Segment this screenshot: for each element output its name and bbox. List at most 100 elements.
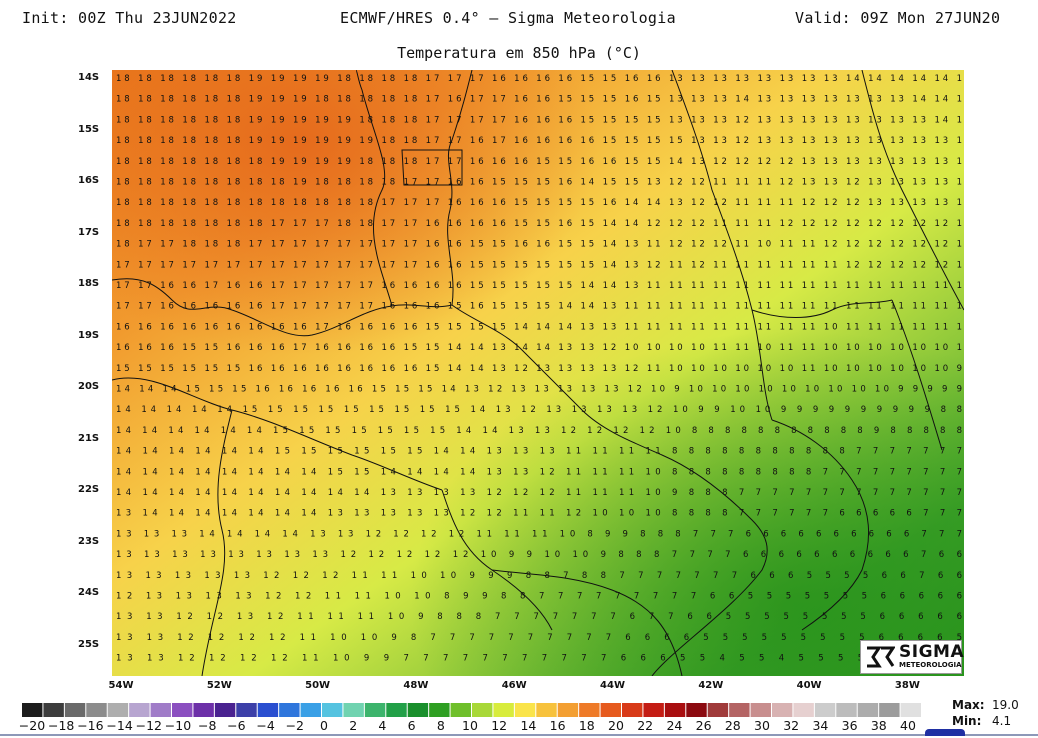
colorbar-tick-label: 28 [724,718,741,733]
colorbar-swatch [107,703,129,717]
model-name: ECMWF/HRES 0.4° – Sigma Meteorologia [340,9,676,27]
sigma-logo: SIGMA METEOROLOGIA [860,640,964,674]
lat-label: 20S [78,381,100,392]
lat-label: 25S [78,638,100,650]
colorbar-tick-label: −2 [285,718,305,733]
colorbar-tick-label: 16 [549,718,566,733]
colorbar-tick-label: 26 [695,718,712,733]
colorbar-swatch [472,703,493,717]
value-row: 15 15 15 15 15 15 16 16 16 16 16 16 16 1… [116,364,962,374]
colorbar-swatch [857,703,879,717]
state-borders [112,70,964,676]
value-row: 13 13 12 12 12 12 11 10 10 9 8 7 7 7 7 7… [116,633,962,643]
colorbar-tick-label: −4 [256,718,275,733]
colorbar-swatch [22,703,43,717]
colorbar-swatch [750,703,771,717]
value-row: 14 14 14 14 14 15 15 15 15 15 15 15 15 1… [116,405,962,415]
lat-label: 21S [78,432,100,444]
colorbar-tick-label: 8 [436,718,445,733]
colorbar-swatch [214,703,236,717]
colorbar-swatch [407,703,429,717]
colorbar-swatch [536,703,557,717]
colorbar-swatch [622,703,643,717]
max-value: 19.0 [992,698,1019,712]
value-row: 13 14 14 14 14 14 14 14 13 13 13 13 13 1… [116,509,962,519]
colorbar-swatch [150,703,171,717]
map-canvas: 18 18 18 18 18 18 19 19 19 19 18 18 18 1… [112,70,964,676]
colorbar-tick-label: −6 [227,718,246,733]
value-row: 16 16 16 15 15 16 16 16 17 16 16 16 16 1… [116,343,962,353]
colorbar-tick-label: 12 [491,718,508,733]
max-readout: Max: 19.0 [952,698,1019,712]
colorbar-swatch [86,703,107,717]
colorbar-swatch [514,703,536,717]
colorbar-tick-label: 6 [407,718,416,733]
value-row: 17 17 16 16 16 16 16 17 17 17 17 17 16 1… [116,302,962,312]
colorbar-swatch [43,703,64,717]
sigma-logo-mark-icon [867,646,895,668]
colorbar-swatch [493,703,514,717]
colorbar-tick-label: 32 [783,718,800,733]
map-title: Temperatura em 850 hPa (°C) [397,44,641,62]
colorbar-swatch [450,703,471,717]
colorbar-tick-label: −10 [164,718,192,733]
value-row: 14 14 14 14 14 14 14 14 14 14 13 13 13 1… [116,488,962,498]
colorbar-swatch [557,703,579,717]
value-row: 18 18 18 18 18 18 19 19 19 19 18 18 18 1… [116,74,962,84]
lat-label: 18S [78,278,100,289]
min-readout: Min: 4.1 [952,714,1011,728]
init-time: Init: 00Z Thu 23JUN2022 [22,9,237,27]
lon-label: 52W [206,680,232,691]
colorbar-tick-label: 18 [578,718,595,733]
colorbar-tick-label: −8 [197,718,217,733]
colorbar-tick-label: 22 [637,718,654,733]
colorbar-swatch [643,703,664,717]
colorbar-tick-label: 38 [870,718,887,733]
colorbar-tick-label: −12 [135,718,162,733]
value-row: 14 14 14 14 14 14 14 14 15 15 14 14 14 1… [116,467,962,477]
max-label: Max: [952,698,985,712]
colorbar-tick-label: 36 [841,718,858,733]
colorbar-tick-label: 2 [349,718,358,733]
colorbar-swatch [772,703,793,717]
colorbar-swatch [793,703,814,717]
scroll-tab[interactable] [925,729,965,736]
colorbar-swatch [664,703,686,717]
colorbar-swatch [300,703,321,717]
lon-label: 54W [108,680,134,691]
colorbar-tick-label: 24 [666,718,683,733]
lon-label: 50W [305,680,331,691]
colorbar-swatch [579,703,600,717]
lat-label: 19S [78,329,100,341]
colorbar-swatch [814,703,836,717]
value-row: 18 18 18 18 18 18 18 18 19 18 18 18 18 1… [116,178,962,188]
value-row: 13 13 13 13 13 12 12 12 11 11 10 10 9 9 … [116,571,962,581]
colorbar-swatch [279,703,300,717]
value-row: 14 14 14 14 14 14 15 15 15 15 15 15 14 1… [116,447,962,457]
colorbar-swatch [729,703,750,717]
lat-label: 14S [78,72,100,83]
colorbar-swatch [429,703,450,717]
colorbar-tick-label: 34 [812,718,829,733]
lat-label: 24S [78,587,100,598]
colorbar-tick-label: −14 [106,718,133,733]
colorbar-swatch [129,703,150,717]
value-row: 18 18 18 18 18 18 18 17 17 17 18 18 17 1… [116,219,962,229]
value-row: 18 18 18 18 18 18 18 18 18 18 18 18 17 1… [116,198,962,208]
lon-label: 40W [796,680,822,691]
colorbar [22,703,921,717]
colorbar-tick-label: 14 [520,718,537,733]
value-row: 13 13 13 13 13 13 13 13 12 12 12 12 12 1… [116,550,962,560]
lat-label: 22S [78,484,100,495]
colorbar-tick-label: −16 [77,718,104,733]
colorbar-swatch [879,703,900,717]
lat-label: 16S [78,175,100,186]
colorbar-tick-label: −20 [18,718,46,733]
colorbar-tick-label: 40 [900,718,916,733]
lon-label: 42W [698,680,724,691]
colorbar-swatch [686,703,707,717]
min-label: Min: [952,714,982,728]
colorbar-tick-label: 0 [320,718,328,733]
colorbar-tick-label: 10 [462,718,478,733]
value-row: 18 17 17 18 18 18 17 17 17 17 17 17 17 1… [116,240,962,250]
